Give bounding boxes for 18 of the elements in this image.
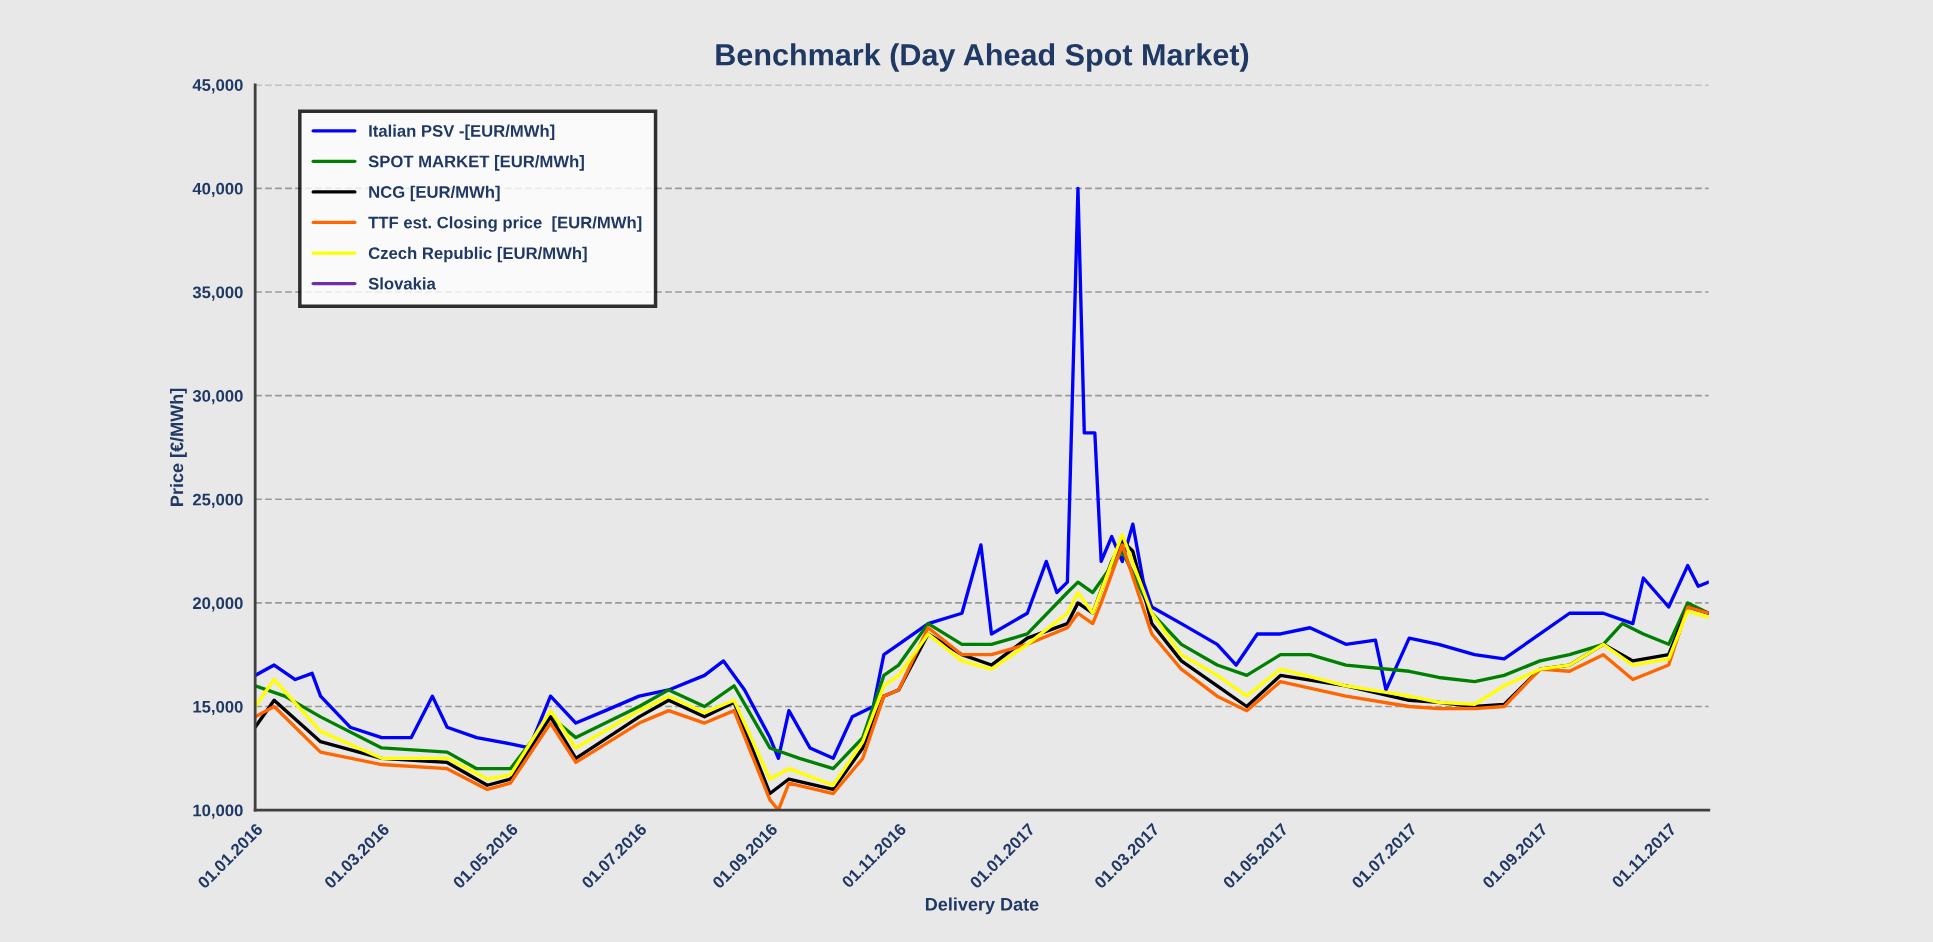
legend-label: Italian PSV -[EUR/MWh] xyxy=(369,124,555,141)
y-tick-label: 20,000 xyxy=(192,597,243,612)
legend-label: Slovakia xyxy=(368,277,436,290)
chart-title: Benchmark (Day Ahead Spot Market) xyxy=(716,43,1249,72)
y-axis-title: Price [€/MWh] xyxy=(169,388,187,506)
x-axis-title: Delivery Date xyxy=(925,897,1039,915)
y-tick-label: 15,000 xyxy=(193,700,243,716)
y-tick-label: 25,000 xyxy=(192,493,243,508)
line-series xyxy=(255,186,1709,760)
legend-label: Czech Republic [EUR/MWh] xyxy=(368,246,587,263)
legend-label: TTF est. Closing price [EUR/MWh] xyxy=(368,216,642,232)
y-tick-label: 35,000 xyxy=(192,286,243,301)
y-tick-label: 10,000 xyxy=(193,804,243,819)
y-tick-label: 30,000 xyxy=(192,390,243,405)
legend-label: SPOT MARKET [EUR/MWh] xyxy=(368,155,584,171)
y-tick-label: 40,000 xyxy=(192,182,243,198)
y-tick-label: 45,000 xyxy=(192,79,243,94)
legend-label: NCG [EUR/MWh] xyxy=(369,185,500,202)
